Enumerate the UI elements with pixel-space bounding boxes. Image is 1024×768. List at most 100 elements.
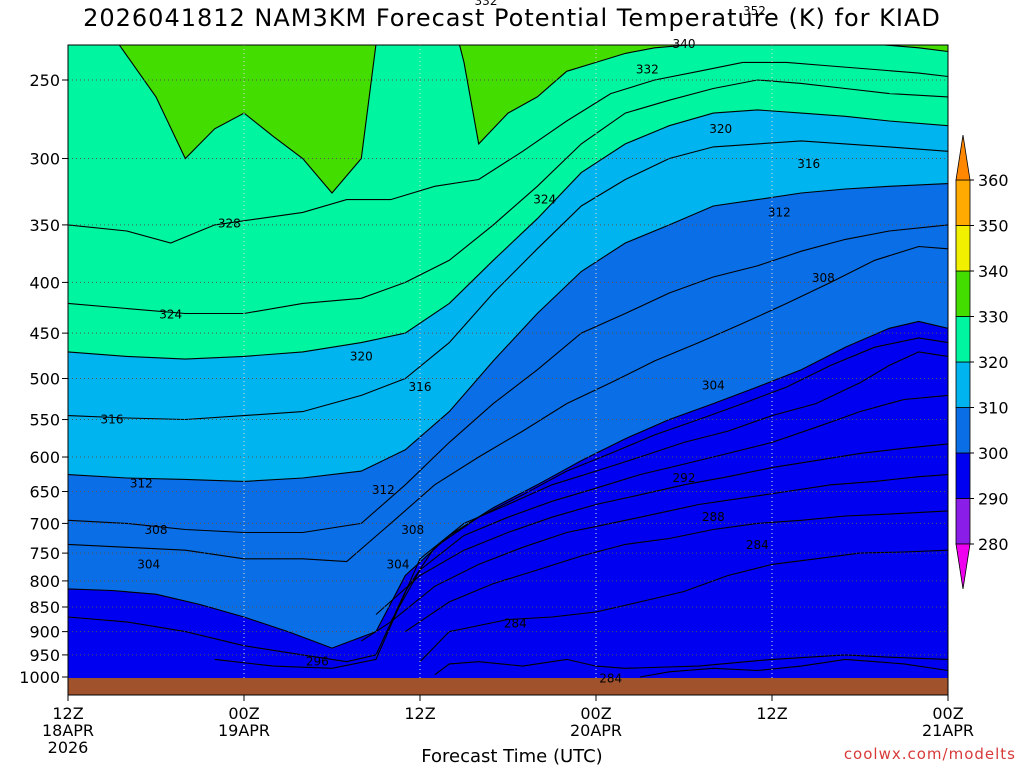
x-tick-label: 19APR [218,721,270,740]
contour-280 [639,658,948,678]
contour-288 [390,474,948,623]
contour-290 [375,443,948,615]
y-tick-label: 800 [29,572,60,591]
contour-296 [68,337,948,663]
colorbar-tick-label: 320 [978,353,1009,372]
contour-340 [596,0,948,31]
contour-label: 324 [159,308,182,322]
y-tick-label: 650 [29,482,60,501]
contour-label: 284 [504,616,527,630]
contour-label: 316 [101,413,124,427]
colorbar: 280 290 300 310 320 330 340 350 360 [955,134,1009,590]
colorbar-tick-label: 280 [978,535,1009,554]
contour-320 [68,109,948,360]
contour-label: 312 [372,483,395,497]
band-340 [596,0,948,45]
x-tick-label: 00Z [932,704,963,723]
contour-label: 304 [702,378,725,392]
y-tick-label: 400 [29,273,60,292]
y-tick-label: 550 [29,411,60,430]
contour-label: 304 [387,557,410,571]
contour-label: 308 [812,271,835,285]
contour-label: 284 [599,671,622,685]
contour-label: 332 [636,63,659,77]
colorbar-tick-label: 310 [978,399,1009,418]
colorbar-tick-label: 360 [978,171,1009,190]
contour-label: 328 [218,217,241,231]
contour-316 [68,140,948,421]
colorbar-tick-label: 350 [978,217,1009,236]
y-axis: 250 300 350 400 450 500 550 600 650 700 750 800 850 9… [19,71,68,687]
contour-label: 312 [768,205,791,219]
y-tick-label: 600 [29,448,60,467]
contour-328 [68,61,948,244]
colorbar-segment [955,407,971,454]
contour-label: 296 [306,655,329,669]
contour-304 [68,245,948,563]
contour-298 [68,320,948,649]
colorbar-segment [955,498,971,545]
contour-label: 304 [137,557,160,571]
plot-area: 332 352 340 332 320 316 324 312 328 308 324 320 304 3… [67,0,949,696]
contour-label: 288 [702,510,725,524]
colorbar-tick-label: 300 [978,444,1009,463]
y-tick-label: 250 [29,71,60,90]
chart-title: 2026041812 NAM3KM Forecast Potential Tem… [83,4,941,32]
contour-label: 316 [797,157,820,171]
contour-label: 292 [673,471,696,485]
contour-labels: 332 352 340 332 320 316 324 312 328 308 324 320 304 3… [101,0,835,685]
x-tick-label: 00Z [580,704,611,723]
y-tick-label: 350 [29,216,60,235]
color-bands [68,0,948,678]
colorbar-extend-bottom [955,543,971,590]
contour-352 [655,0,948,1]
y-tick-label: 950 [29,646,60,665]
x-axis-title: Forecast Time (UTC) [421,746,603,767]
x-tick-label: 12Z [756,704,787,723]
terrain-bar [68,678,948,695]
colorbar-segment [955,361,971,408]
y-tick-label: 750 [29,544,60,563]
contour-label: 352 [743,4,766,18]
x-tick-label: 18APR [42,721,94,740]
contour-label: 320 [350,349,373,363]
x-tick-label: 12Z [404,704,435,723]
colorbar-segment [955,179,971,226]
contour-label: 308 [401,523,424,537]
contour-292 [360,394,948,642]
contour-label: 320 [709,122,732,136]
contour-label: 308 [145,523,168,537]
contour-label: 312 [130,476,153,490]
colorbar-extend-top [955,134,971,181]
y-tick-label: 300 [29,150,60,169]
x-tick-label: 00Z [228,704,259,723]
colorbar-segment [955,316,971,363]
band-300 [68,321,948,678]
credit-link[interactable]: coolwx.com/modelts [843,745,1016,763]
y-tick-label: 850 [29,598,60,617]
colorbar-segment [955,225,971,272]
grid-lines [68,45,948,695]
y-tick-label: 900 [29,623,60,642]
contour-label: 316 [409,380,432,394]
contour-308 [68,224,948,534]
x-tick-label: 12Z [52,704,83,723]
x-tick-label: 2026 [48,738,89,757]
y-tick-label: 450 [29,324,60,343]
colorbar-segment [955,452,971,499]
contour-label: 324 [533,193,556,207]
plot-frame [67,44,949,696]
colorbar-tick-label: 290 [978,490,1009,509]
contour-label: 332 [475,0,498,8]
colorbar-tick-label: 340 [978,262,1009,281]
contour-label: 284 [746,538,769,552]
y-tick-label: 1000 [19,668,60,687]
x-tick-label: 21APR [922,721,974,740]
contour-label: 340 [673,37,696,51]
y-tick-label: 700 [29,514,60,533]
band-352 [655,0,948,45]
x-tick-label: 20APR [570,721,622,740]
contour-332 [118,45,948,194]
